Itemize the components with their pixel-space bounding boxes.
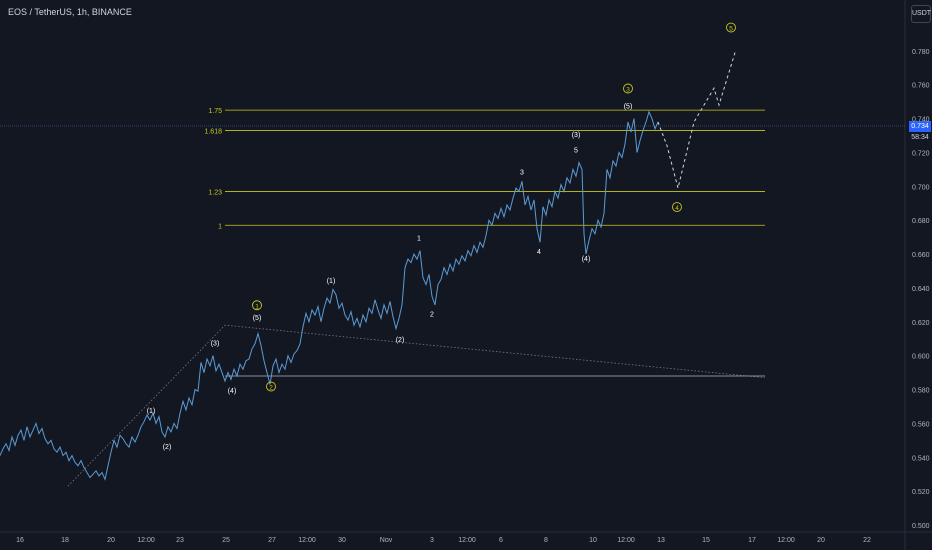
x-tick-label: 20: [107, 537, 115, 544]
x-tick-label: 12:00: [137, 537, 155, 544]
x-tick-label: 27: [268, 537, 276, 544]
fib-level-label: 1.75: [208, 108, 222, 115]
y-tick-label: 0.720: [912, 150, 930, 157]
x-tick-label: 10: [589, 537, 597, 544]
chart-title: EOS / TetherUS, 1h, BINANCE: [8, 7, 132, 17]
fib-level-label: 1: [218, 223, 222, 230]
y-tick-label: 0.780: [912, 49, 930, 56]
x-tick-label: 16: [16, 537, 24, 544]
x-tick-label: 20: [817, 537, 825, 544]
wave-circle-marker: [252, 300, 262, 311]
wave-label: (4): [582, 256, 591, 263]
countdown-tag: 58:34: [909, 132, 931, 143]
wave-label: 5: [729, 26, 733, 33]
wave-label: 2: [430, 312, 434, 319]
wave-label: 4: [537, 249, 541, 256]
currency-label[interactable]: USDT: [911, 5, 931, 23]
y-tick-label: 0.500: [912, 523, 930, 530]
wave-label: 1: [255, 303, 259, 310]
x-tick-label: 12:00: [617, 537, 635, 544]
wave-circle-marker: [672, 202, 682, 212]
x-tick-label: 6: [499, 537, 503, 544]
last-price-tag: 0.734: [909, 121, 931, 132]
y-tick-label: 0.560: [912, 421, 930, 428]
x-tick-label: 12:00: [298, 537, 316, 544]
wave-label: (5): [624, 103, 633, 110]
wave-label: (3): [572, 132, 581, 139]
x-tick-label: 15: [702, 537, 710, 544]
y-tick-label: 0.580: [912, 388, 930, 395]
fib-level-label: 1.23: [208, 189, 222, 196]
y-tick-label: 0.740: [912, 117, 930, 124]
wave-label: 3: [626, 87, 630, 94]
y-tick-label: 0.760: [912, 83, 930, 90]
wave-label: 5: [574, 147, 578, 154]
fib-level-label: 1.618: [204, 128, 222, 135]
wave-label: 2: [269, 385, 273, 392]
wave-circle-marker: [726, 22, 736, 33]
wave-label: (1): [147, 408, 156, 415]
x-tick-label: 18: [61, 537, 69, 544]
price-series-line: [0, 110, 659, 481]
y-tick-label: 0.540: [912, 455, 930, 462]
wave-label: 3: [520, 169, 524, 176]
y-tick-label: 0.640: [912, 286, 930, 293]
wave-label: 1: [417, 236, 421, 243]
x-tick-label: 17: [748, 537, 756, 544]
y-tick-label: 0.680: [912, 218, 930, 225]
wave-label: 4: [675, 205, 679, 212]
y-tick-label: 0.700: [912, 184, 930, 191]
projection-line: [657, 52, 736, 189]
x-tick-label: 3: [430, 537, 434, 544]
x-tick-label: 12:00: [777, 537, 795, 544]
wave-label: (5): [253, 315, 262, 322]
y-tick-label: 0.520: [912, 489, 930, 496]
wave-label: (2): [396, 337, 405, 344]
x-tick-label: 13: [657, 537, 665, 544]
wave-label: (3): [211, 341, 220, 348]
x-tick-label: 22: [863, 537, 871, 544]
wave-circle-marker: [623, 83, 633, 94]
x-tick-label: 30: [338, 537, 346, 544]
x-tick-label: 8: [544, 537, 548, 544]
wave-circle-marker: [266, 381, 276, 392]
trendline: [67, 324, 766, 487]
wave-label: (4): [228, 388, 237, 395]
x-tick-label: 12:00: [458, 537, 476, 544]
x-tick-label: 25: [222, 537, 230, 544]
wave-label: (1): [327, 278, 336, 285]
y-tick-label: 0.600: [912, 354, 930, 361]
y-tick-label: 0.620: [912, 320, 930, 327]
wave-label: (2): [163, 444, 172, 451]
y-tick-label: 0.660: [912, 252, 930, 259]
x-tick-label: Nov: [380, 537, 393, 544]
x-tick-label: 23: [176, 537, 184, 544]
